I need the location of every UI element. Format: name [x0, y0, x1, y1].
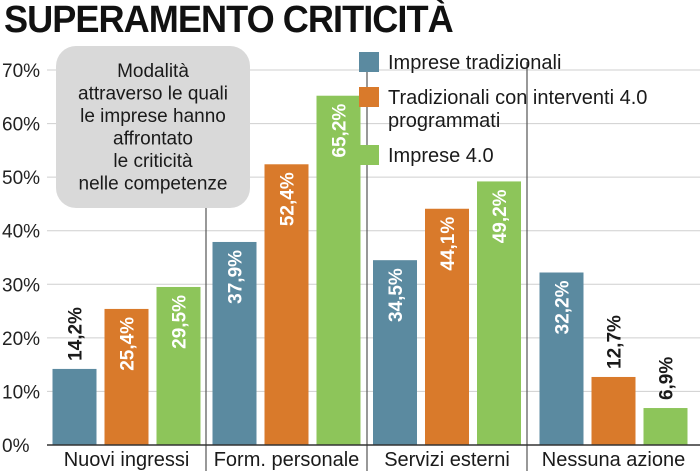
legend-label: Tradizionali con interventi 4.0 [388, 87, 647, 109]
data-label: 29,5% [170, 295, 191, 349]
bar [212, 241, 257, 445]
bar [373, 260, 417, 445]
x-tick-label: Servizi esterni [384, 449, 510, 471]
data-label: 34,5% [386, 268, 407, 322]
y-tick-label: 60% [2, 115, 40, 136]
bar [156, 286, 201, 445]
bar [591, 376, 636, 445]
legend-swatch [359, 145, 379, 165]
y-tick-label: 10% [2, 382, 40, 403]
legend-label: programmati [388, 110, 500, 132]
annotation-text: attraverso le quali [78, 84, 228, 105]
bar [539, 272, 584, 445]
x-tick-label: Form. personale [214, 449, 360, 471]
data-label: 6,9% [657, 357, 678, 400]
annotation-box [56, 46, 250, 208]
legend-label: Imprese 4.0 [388, 145, 494, 167]
data-label: 44,1% [438, 217, 459, 271]
x-tick-label: Nessuna azione [542, 449, 685, 471]
legend-label: Imprese tradizionali [388, 52, 561, 74]
y-tick-label: 0% [2, 436, 30, 457]
data-label: 25,4% [118, 317, 139, 371]
bar [477, 181, 521, 445]
data-label: 52,4% [278, 172, 299, 226]
bar [104, 308, 149, 445]
data-label: 49,2% [490, 189, 511, 243]
y-tick-label: 30% [2, 275, 40, 296]
data-label: 32,2% [553, 280, 574, 334]
bar [643, 408, 688, 445]
annotation-text: nelle competenze [79, 174, 228, 195]
y-tick-label: 50% [2, 168, 40, 189]
chart-title: SUPERAMENTO CRITICITÀ [4, 0, 454, 41]
y-tick-label: 20% [2, 329, 40, 350]
x-tick-label: Nuovi ingressi [64, 449, 190, 471]
annotation-text: le imprese hanno [80, 106, 226, 127]
bar [316, 95, 361, 445]
legend-swatch [359, 52, 379, 72]
data-label: 65,2% [330, 104, 351, 158]
data-label: 37,9% [226, 250, 247, 304]
y-tick-label: 70% [2, 61, 40, 82]
annotation-text: Modalità [117, 61, 189, 82]
annotation-text: le criticità [113, 151, 193, 172]
data-label: 12,7% [605, 315, 626, 369]
annotation-text: affrontato [113, 129, 193, 150]
bar [264, 164, 309, 446]
data-label: 14,2% [66, 307, 87, 361]
bar [52, 368, 97, 445]
y-tick-label: 40% [2, 222, 40, 243]
bar [425, 208, 469, 445]
legend-swatch [359, 87, 379, 107]
